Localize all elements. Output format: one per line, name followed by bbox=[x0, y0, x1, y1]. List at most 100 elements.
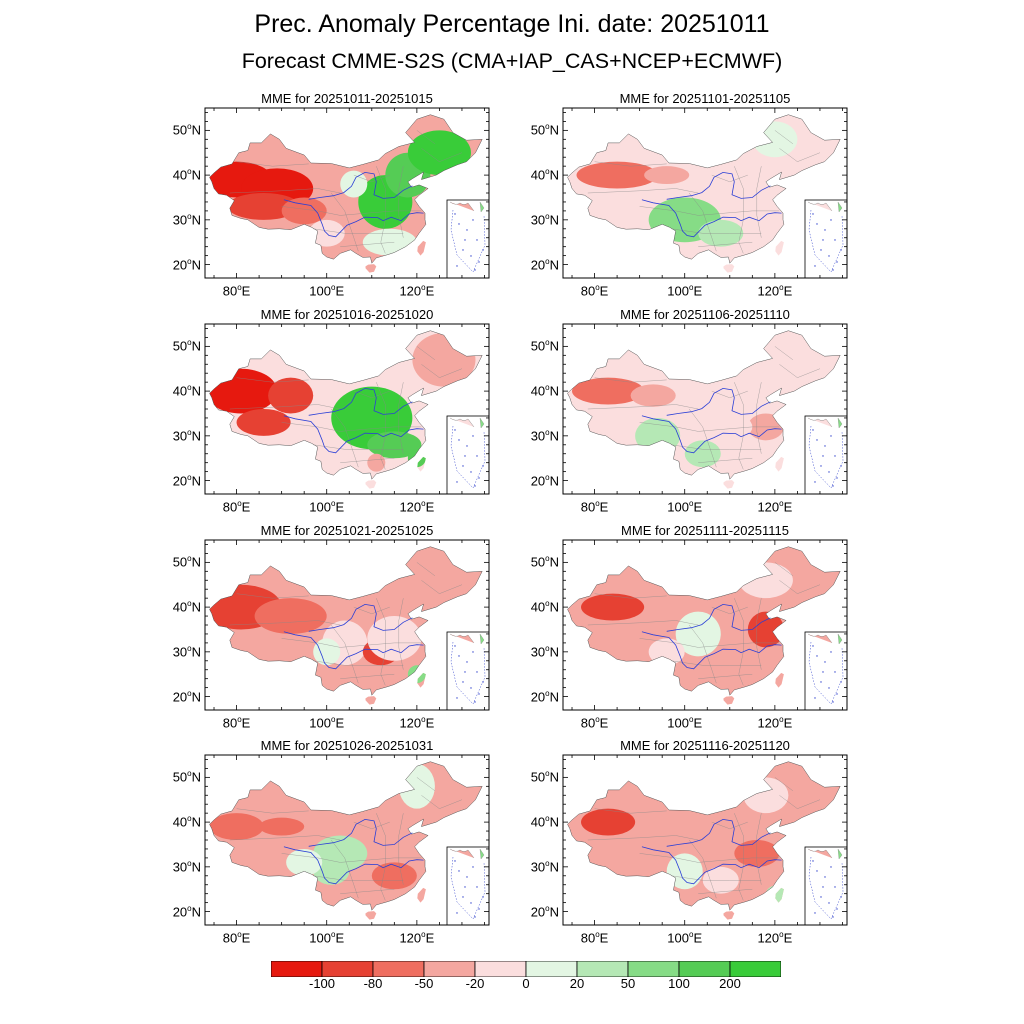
lat-label: 40oN bbox=[530, 814, 559, 830]
island-dot bbox=[476, 886, 478, 888]
colorbar-label: -100 bbox=[308, 976, 336, 991]
scs-inset bbox=[804, 199, 848, 279]
lat-label: 50oN bbox=[530, 122, 559, 138]
province-border bbox=[698, 458, 753, 463]
scs-inset bbox=[446, 631, 490, 711]
lon-label: 120oE bbox=[399, 715, 435, 731]
lat-label: 20oN bbox=[172, 688, 201, 704]
lat-label: 30oN bbox=[530, 211, 559, 228]
island-dot bbox=[830, 866, 832, 868]
island-dot bbox=[466, 445, 468, 447]
province-border bbox=[594, 161, 667, 167]
island-dot bbox=[822, 455, 824, 457]
anomaly-region bbox=[684, 440, 721, 468]
province-border bbox=[229, 620, 341, 626]
map-svg bbox=[204, 323, 490, 495]
anomaly-region bbox=[407, 449, 426, 468]
lat-label: 20oN bbox=[530, 256, 559, 272]
anomaly-region bbox=[407, 130, 471, 176]
panel-title: MME for 20251021-20251025 bbox=[260, 523, 434, 538]
anomaly-region bbox=[644, 166, 690, 185]
province-border bbox=[421, 580, 463, 594]
province-border bbox=[587, 835, 699, 841]
island-dot bbox=[464, 886, 466, 888]
island-dot bbox=[836, 693, 838, 695]
island-dot bbox=[456, 265, 458, 267]
island-dot bbox=[456, 912, 458, 914]
map-panel bbox=[562, 754, 848, 926]
island-dot bbox=[832, 701, 834, 703]
island-dot bbox=[470, 687, 472, 689]
lon-label: 100oE bbox=[667, 499, 703, 515]
province-border bbox=[698, 674, 753, 679]
province-border bbox=[416, 777, 436, 791]
province-border bbox=[398, 813, 404, 885]
panel-title: MME for 20251026-20251031 bbox=[260, 738, 434, 753]
province-border bbox=[398, 382, 404, 454]
lon-label: 100oE bbox=[667, 715, 703, 731]
island-dot bbox=[830, 435, 832, 437]
island-dot bbox=[462, 896, 464, 898]
island-dot bbox=[472, 219, 474, 221]
province-border bbox=[779, 364, 821, 378]
island-dot bbox=[470, 902, 472, 904]
island-dot bbox=[820, 681, 822, 683]
inset-coastline bbox=[807, 417, 833, 428]
island-dot bbox=[476, 239, 478, 241]
island-dot bbox=[466, 876, 468, 878]
yellow-river bbox=[666, 603, 771, 632]
panel-title: MME for 20251011-20251015 bbox=[261, 91, 433, 106]
inset-coastline bbox=[449, 633, 475, 644]
lat-label: 20oN bbox=[172, 256, 201, 272]
island-dot bbox=[816, 655, 818, 657]
island-dot bbox=[836, 908, 838, 910]
province-border bbox=[774, 562, 794, 576]
inset-taiwan bbox=[479, 633, 485, 645]
yellow-river bbox=[666, 387, 771, 416]
nine-dash-line bbox=[808, 641, 844, 705]
yangtze-river bbox=[283, 415, 424, 454]
island-dot bbox=[474, 269, 476, 271]
map-svg bbox=[204, 539, 490, 711]
nine-dash-line bbox=[808, 856, 844, 920]
colorbar-label: 20 bbox=[569, 976, 585, 991]
scs-inset bbox=[446, 846, 490, 926]
anomaly-region bbox=[630, 384, 676, 407]
province-border bbox=[421, 364, 463, 378]
province-border bbox=[340, 242, 395, 247]
yellow-river bbox=[308, 603, 413, 632]
lat-label: 50oN bbox=[530, 338, 559, 354]
anomaly-field bbox=[567, 114, 841, 273]
nine-dash-line bbox=[450, 425, 486, 489]
nine-dash-line bbox=[450, 641, 486, 705]
island-dot bbox=[834, 671, 836, 673]
island-dot bbox=[812, 860, 814, 862]
lon-label: 100oE bbox=[309, 283, 345, 299]
anomaly-region bbox=[581, 808, 636, 836]
anomaly-region bbox=[581, 593, 645, 621]
anomaly-base bbox=[567, 330, 841, 489]
island-dot bbox=[824, 661, 826, 663]
lon-label: 100oE bbox=[667, 283, 703, 299]
anomaly-region bbox=[572, 377, 645, 405]
island-dot bbox=[466, 661, 468, 663]
province-border bbox=[313, 444, 404, 450]
colorbar-swatch bbox=[525, 961, 578, 977]
island-dot bbox=[478, 477, 480, 479]
map-panel bbox=[562, 323, 848, 495]
province-border bbox=[587, 620, 699, 626]
island-dot bbox=[822, 239, 824, 241]
anomaly-field bbox=[567, 330, 841, 489]
lon-label: 80oE bbox=[580, 283, 609, 299]
province-border bbox=[711, 821, 748, 829]
province-border bbox=[671, 660, 762, 666]
lon-label: 100oE bbox=[309, 499, 345, 515]
country-border bbox=[209, 330, 483, 480]
panel-title: MME for 20251106-20251110 bbox=[620, 307, 790, 322]
lon-label: 80oE bbox=[222, 499, 251, 515]
yangtze-river bbox=[641, 846, 782, 885]
anomaly-region bbox=[765, 884, 793, 903]
island-dot bbox=[464, 455, 466, 457]
province-border bbox=[229, 188, 341, 194]
province-border bbox=[779, 580, 821, 594]
